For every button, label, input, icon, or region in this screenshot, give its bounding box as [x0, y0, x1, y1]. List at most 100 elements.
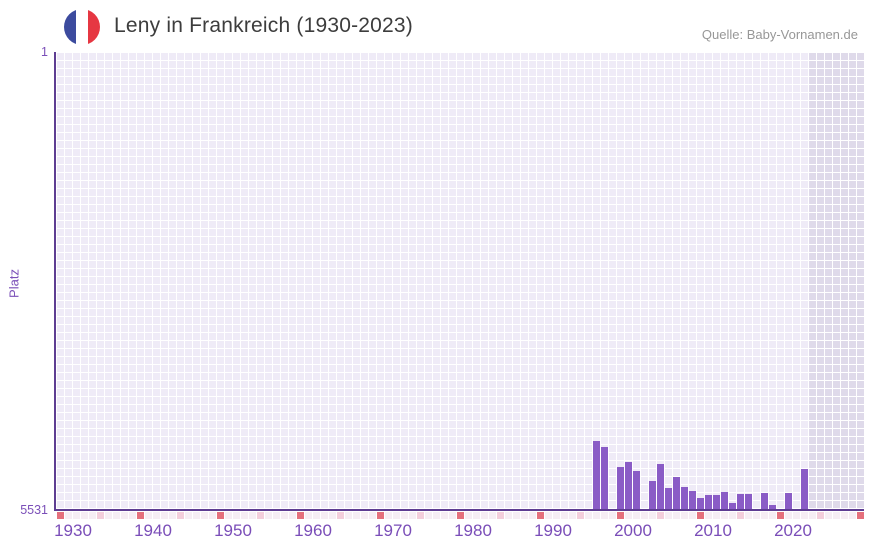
year-marker-1972	[393, 512, 400, 519]
year-marker-1934	[89, 512, 96, 519]
year-marker-1970	[377, 512, 384, 519]
bar-1998[interactable]	[601, 446, 608, 510]
year-marker-2004	[649, 512, 656, 519]
bar-2018[interactable]	[761, 493, 768, 510]
year-marker-1985	[497, 512, 504, 519]
year-marker-1947	[193, 512, 200, 519]
y-tick-rank-1: 1	[41, 45, 48, 59]
year-marker-1961	[305, 512, 312, 519]
bar-2004[interactable]	[649, 480, 656, 510]
year-marker-2030	[857, 512, 864, 519]
year-marker-1989	[529, 512, 536, 519]
bar-2009[interactable]	[689, 490, 696, 510]
bar-2012[interactable]	[713, 495, 720, 510]
year-marker-2002	[633, 512, 640, 519]
year-marker-1940	[137, 512, 144, 519]
bar-2007[interactable]	[673, 476, 680, 510]
year-marker-1944	[169, 512, 176, 519]
bar-2019[interactable]	[769, 504, 776, 510]
year-marker-2005	[657, 512, 664, 519]
x-tick-label-1980: 1980	[454, 521, 492, 540]
bar-2010[interactable]	[697, 498, 704, 510]
year-marker-1995	[577, 512, 584, 519]
year-marker-1967	[353, 512, 360, 519]
year-marker-1982	[473, 512, 480, 519]
year-marker-1960	[297, 512, 304, 519]
bar-2023[interactable]	[801, 469, 808, 510]
x-tick-label-1940: 1940	[134, 521, 172, 540]
y-tick-rank-5531: 5531	[20, 503, 48, 517]
year-marker-1937	[113, 512, 120, 519]
year-marker-1939	[129, 512, 136, 519]
year-marker-1935	[97, 512, 104, 519]
year-marker-2007	[673, 512, 680, 519]
year-marker-1952	[233, 512, 240, 519]
bar-1997[interactable]	[593, 440, 600, 510]
year-marker-1977	[433, 512, 440, 519]
year-marker-2001	[625, 512, 632, 519]
bar-2011[interactable]	[705, 495, 712, 510]
year-marker-1941	[145, 512, 152, 519]
year-marker-1962	[313, 512, 320, 519]
year-marker-1996	[585, 512, 592, 519]
year-marker-2019	[769, 512, 776, 519]
year-marker-1932	[73, 512, 80, 519]
bar-2021[interactable]	[785, 493, 792, 510]
bar-2005[interactable]	[657, 464, 664, 510]
year-marker-1975	[417, 512, 424, 519]
bar-2008[interactable]	[681, 486, 688, 510]
year-marker-2028	[841, 512, 848, 519]
year-marker-1933	[81, 512, 88, 519]
x-tick-label-2000: 2000	[614, 521, 652, 540]
year-marker-2014	[729, 512, 736, 519]
chart-title: Leny in Frankreich (1930-2023)	[114, 14, 413, 37]
year-marker-2027	[833, 512, 840, 519]
year-marker-1988	[521, 512, 528, 519]
bar-2014[interactable]	[729, 503, 736, 510]
year-marker-1992	[553, 512, 560, 519]
year-marker-1991	[545, 512, 552, 519]
x-tick-label-2020: 2020	[774, 521, 812, 540]
year-marker-1994	[569, 512, 576, 519]
year-marker-1987	[513, 512, 520, 519]
year-marker-1997	[593, 512, 600, 519]
year-marker-1964	[329, 512, 336, 519]
year-marker-1999	[609, 512, 616, 519]
plot-area	[56, 52, 864, 510]
bar-2016[interactable]	[745, 494, 752, 510]
year-marker-1942	[153, 512, 160, 519]
year-marker-2008	[681, 512, 688, 519]
year-marker-1938	[121, 512, 128, 519]
year-marker-1943	[161, 512, 168, 519]
year-marker-1949	[209, 512, 216, 519]
bar-2001[interactable]	[625, 461, 632, 510]
bar-2000[interactable]	[617, 466, 624, 510]
year-marker-2026	[825, 512, 832, 519]
year-marker-2025	[817, 512, 824, 519]
year-marker-1966	[345, 512, 352, 519]
year-marker-1954	[249, 512, 256, 519]
bar-2002[interactable]	[633, 470, 640, 510]
year-marker-1958	[281, 512, 288, 519]
year-marker-2000	[617, 512, 624, 519]
year-marker-2003	[641, 512, 648, 519]
year-marker-1981	[465, 512, 472, 519]
year-marker-2024	[809, 512, 816, 519]
x-tick-label-2010: 2010	[694, 521, 732, 540]
year-marker-1936	[105, 512, 112, 519]
year-marker-2018	[761, 512, 768, 519]
year-marker-2022	[793, 512, 800, 519]
y-axis-line	[54, 52, 56, 511]
year-marker-2006	[665, 512, 672, 519]
bar-2013[interactable]	[721, 491, 728, 510]
bar-2015[interactable]	[737, 494, 744, 510]
x-axis-line	[54, 509, 864, 511]
bar-2006[interactable]	[665, 488, 672, 510]
year-marker-1980	[457, 512, 464, 519]
x-tick-label-1930: 1930	[54, 521, 92, 540]
year-marker-2017	[753, 512, 760, 519]
year-marker-1979	[449, 512, 456, 519]
france-flag-icon	[64, 9, 100, 45]
year-marker-1973	[401, 512, 408, 519]
year-marker-1957	[273, 512, 280, 519]
